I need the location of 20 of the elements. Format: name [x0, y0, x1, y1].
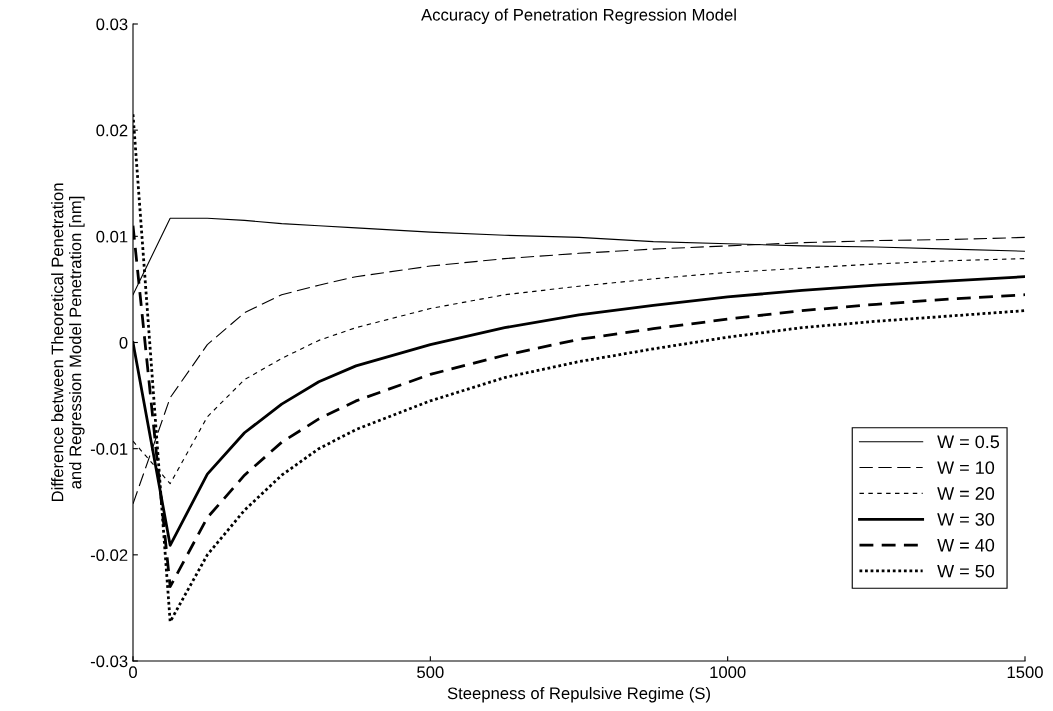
legend-label: W = 50 — [937, 564, 995, 578]
y-tick-label: 0.01 — [96, 230, 128, 243]
legend-label: W = 30 — [937, 512, 995, 526]
y-tick-label: -0.03 — [90, 655, 128, 668]
x-tick-label: 1000 — [710, 666, 746, 679]
x-axis-title: Steepness of Repulsive Regime (S) — [447, 686, 710, 703]
x-tick-label: 0 — [129, 666, 137, 679]
y-tick-label: 0.03 — [96, 18, 128, 31]
y-tick-label: 0 — [119, 336, 128, 349]
y-tick-label: -0.01 — [90, 443, 128, 455]
y-tick-label: -0.02 — [90, 549, 128, 562]
y-tick-label: 0.02 — [96, 124, 128, 137]
legend-label: W = 20 — [937, 487, 995, 500]
legend-label: W = 40 — [937, 538, 995, 552]
legend-label: W = 0.5 — [937, 435, 1000, 449]
y-axis-title: Difference between Theoretical Penetration and Regression Model Penetration [nm] — [51, 183, 85, 502]
chart-title: Accuracy of Penetration Regression Model — [421, 8, 736, 24]
x-tick-label: 500 — [417, 666, 444, 679]
legend-label: W = 10 — [937, 461, 995, 475]
x-tick-label: 1500 — [1007, 666, 1043, 679]
